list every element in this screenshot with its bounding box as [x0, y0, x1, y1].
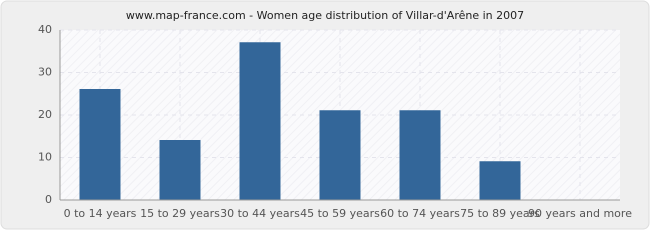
chart-title: www.map-france.com - Women age distribut…	[126, 9, 524, 22]
y-tick-label: 10	[38, 151, 52, 164]
x-tick-label: 75 to 89 years	[460, 207, 540, 220]
y-tick-label: 40	[38, 23, 52, 36]
x-tick-label: 30 to 44 years	[220, 207, 300, 220]
bar	[79, 89, 121, 201]
x-tick-label: 15 to 29 years	[140, 207, 220, 220]
chart: www.map-france.com - Women age distribut…	[0, 0, 650, 230]
y-tick-label: 30	[38, 66, 52, 79]
x-tick-label: 60 to 74 years	[380, 207, 460, 220]
bar	[159, 140, 201, 201]
x-tick-label: 0 to 14 years	[64, 207, 137, 220]
x-tick-label: 45 to 59 years	[300, 207, 380, 220]
bar	[239, 42, 281, 201]
bar	[479, 161, 521, 201]
y-tick-label: 0	[45, 193, 52, 206]
bar	[399, 110, 441, 201]
bar	[319, 110, 361, 201]
x-tick-label: 90 years and more	[528, 207, 632, 220]
y-tick-label: 20	[38, 108, 52, 121]
